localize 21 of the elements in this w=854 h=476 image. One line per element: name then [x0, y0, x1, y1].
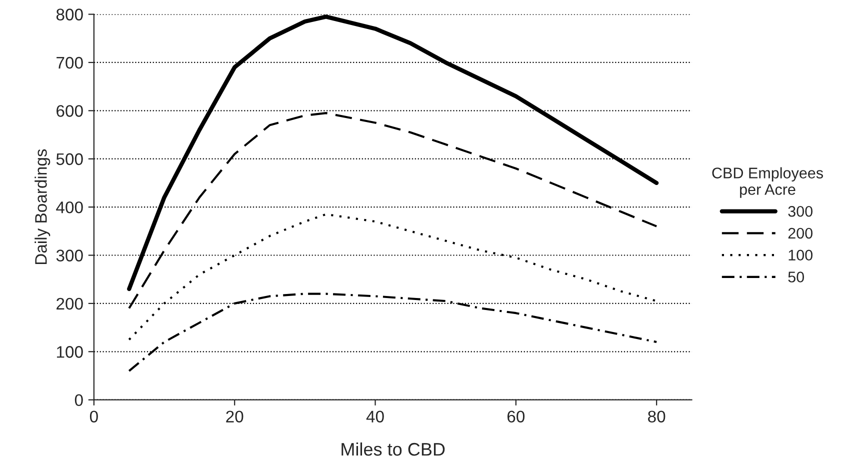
y-tick-label: 600 — [56, 105, 83, 117]
x-tick-label: 80 — [648, 410, 666, 422]
legend-label: 300 — [788, 206, 812, 217]
y-tick-label: 500 — [56, 153, 83, 166]
x-tick-label: 60 — [507, 410, 525, 422]
y-tick-label: 800 — [56, 8, 83, 20]
y-axis-title: Daily Boardings — [34, 149, 50, 264]
y-tick-label: 300 — [56, 250, 83, 262]
x-tick-label: 20 — [226, 410, 244, 422]
legend-label: 200 — [788, 228, 812, 239]
y-tick-label: 400 — [56, 201, 83, 214]
x-tick-label: 40 — [366, 410, 384, 422]
legend-title: CBD Employees per Acre — [712, 167, 823, 198]
x-tick-label: 0 — [90, 410, 98, 422]
legend-label: 100 — [788, 250, 812, 261]
legend-label: 50 — [788, 272, 804, 282]
y-tick-label: 700 — [56, 56, 83, 69]
y-tick-label: 200 — [56, 298, 83, 310]
x-axis-title: Miles to CBD — [342, 442, 445, 456]
y-tick-label: 100 — [56, 346, 83, 358]
y-tick-label: 0 — [74, 394, 83, 406]
